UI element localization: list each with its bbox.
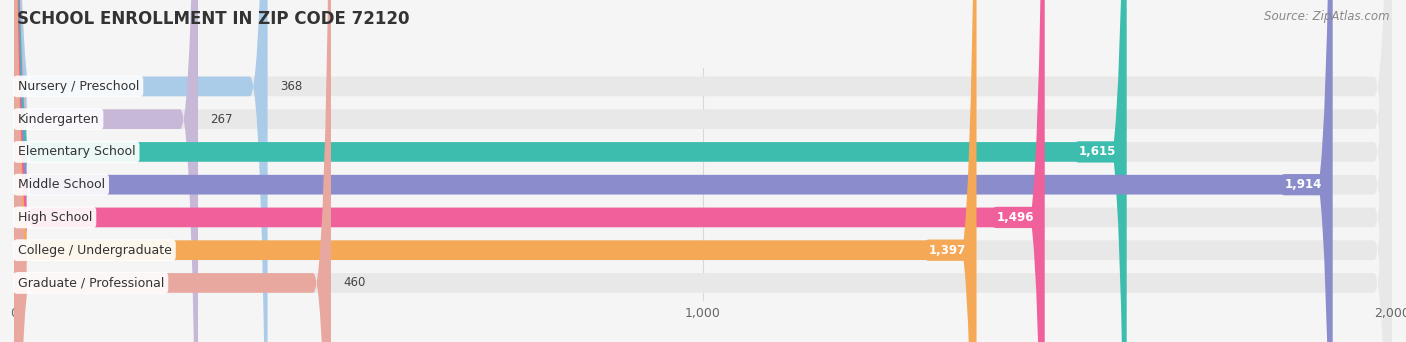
Text: Elementary School: Elementary School [17, 145, 135, 158]
Text: 1,615: 1,615 [1078, 145, 1116, 158]
Text: 460: 460 [343, 276, 366, 289]
Text: Nursery / Preschool: Nursery / Preschool [17, 80, 139, 93]
FancyBboxPatch shape [14, 0, 1392, 342]
FancyBboxPatch shape [14, 0, 1045, 342]
Text: 368: 368 [280, 80, 302, 93]
FancyBboxPatch shape [14, 0, 330, 342]
FancyBboxPatch shape [14, 0, 1392, 342]
Text: High School: High School [17, 211, 91, 224]
FancyBboxPatch shape [14, 0, 267, 342]
FancyBboxPatch shape [14, 0, 1392, 342]
Text: 1,397: 1,397 [929, 244, 966, 257]
FancyBboxPatch shape [14, 0, 198, 342]
Text: Source: ZipAtlas.com: Source: ZipAtlas.com [1264, 10, 1389, 23]
FancyBboxPatch shape [14, 0, 1392, 342]
Text: 1,914: 1,914 [1285, 178, 1323, 191]
FancyBboxPatch shape [14, 0, 1392, 342]
Text: Kindergarten: Kindergarten [17, 113, 98, 126]
Text: College / Undergraduate: College / Undergraduate [17, 244, 172, 257]
Text: Middle School: Middle School [17, 178, 104, 191]
FancyBboxPatch shape [14, 0, 1333, 342]
FancyBboxPatch shape [14, 0, 1392, 342]
Text: 1,496: 1,496 [997, 211, 1035, 224]
Text: Graduate / Professional: Graduate / Professional [17, 276, 165, 289]
FancyBboxPatch shape [14, 0, 977, 342]
Text: 267: 267 [211, 113, 233, 126]
FancyBboxPatch shape [14, 0, 1392, 342]
FancyBboxPatch shape [14, 0, 1126, 342]
Text: SCHOOL ENROLLMENT IN ZIP CODE 72120: SCHOOL ENROLLMENT IN ZIP CODE 72120 [17, 10, 409, 28]
